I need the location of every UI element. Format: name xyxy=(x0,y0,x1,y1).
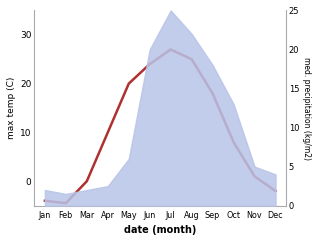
Y-axis label: med. precipitation (kg/m2): med. precipitation (kg/m2) xyxy=(302,57,311,159)
Y-axis label: max temp (C): max temp (C) xyxy=(7,77,16,139)
X-axis label: date (month): date (month) xyxy=(124,225,197,235)
